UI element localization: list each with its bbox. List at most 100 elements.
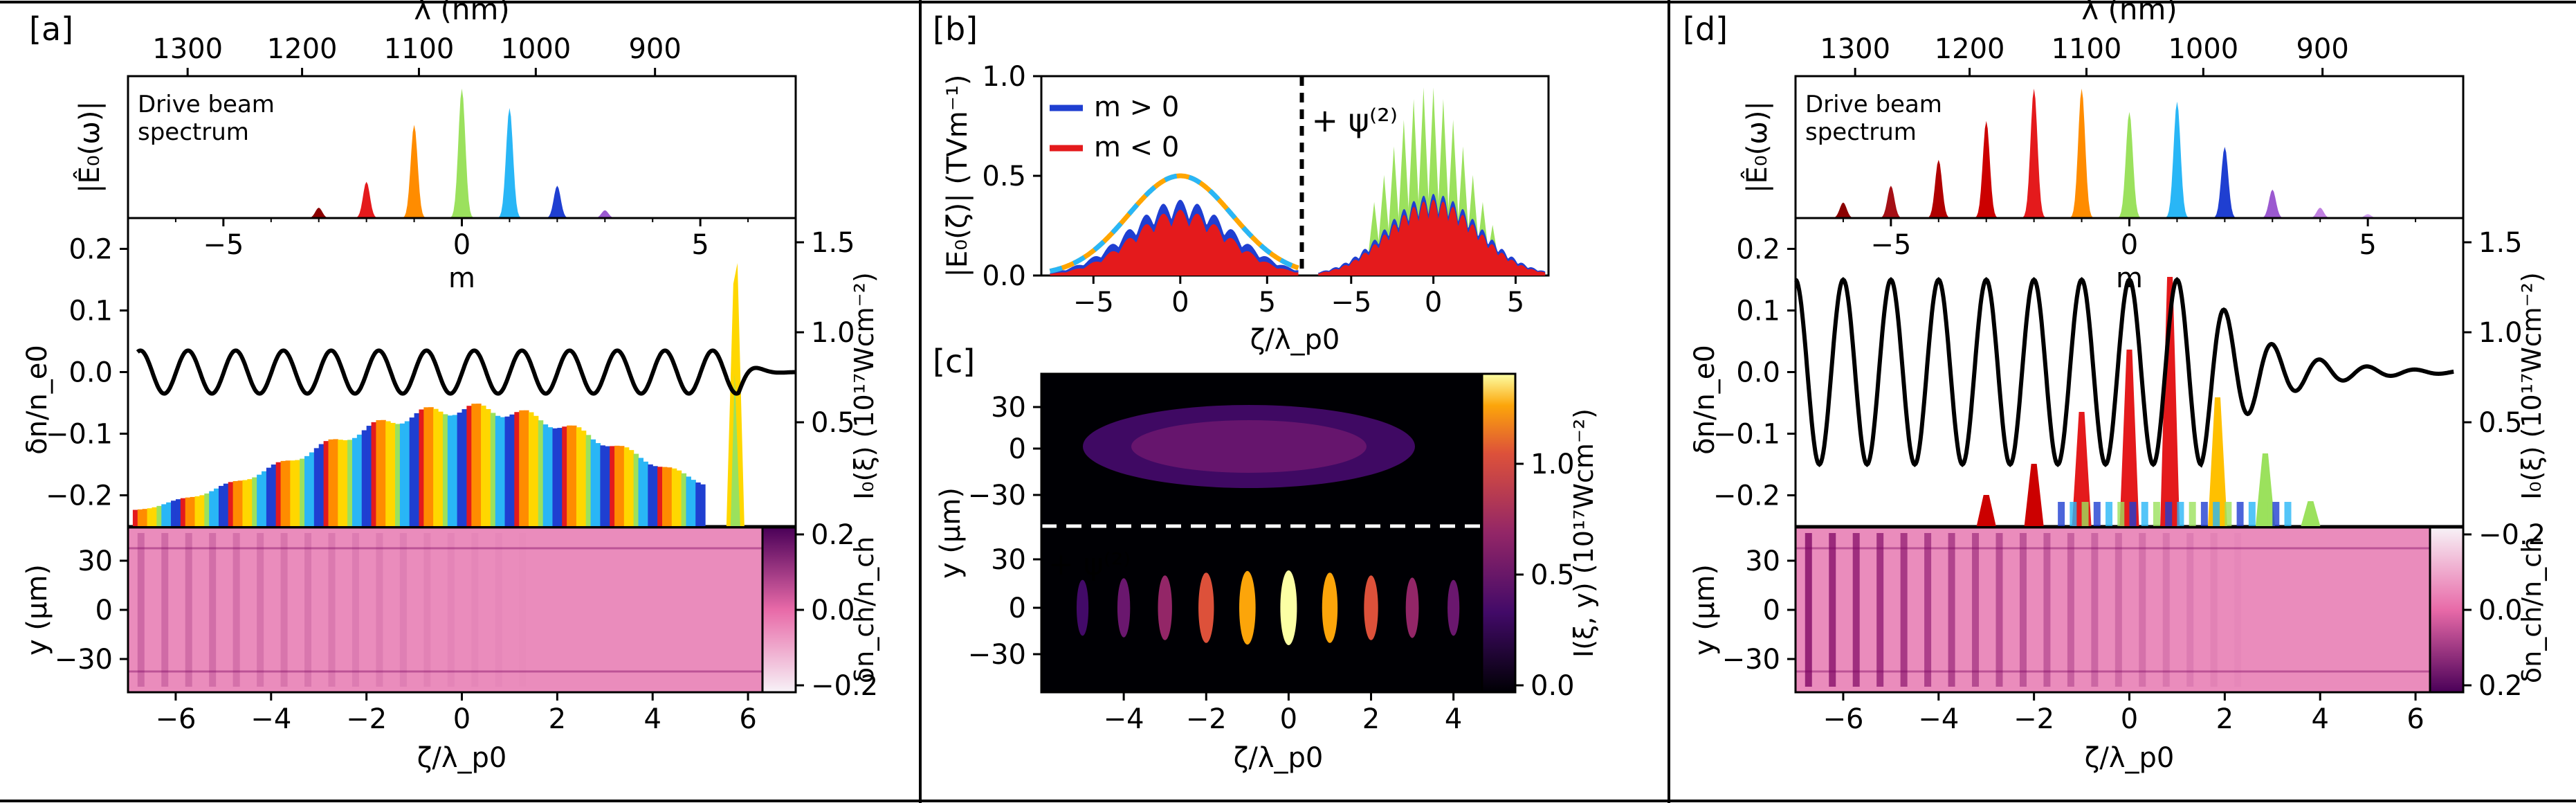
a-lambda-tick-label-4: 900 — [628, 33, 681, 65]
d-low-fringe-17 — [2260, 502, 2268, 526]
d-low-fringe-3 — [2093, 502, 2101, 526]
a-density-fringe-3 — [209, 533, 217, 687]
a-intensity-stripe-68 — [457, 413, 463, 526]
a-intensity-stripe-88 — [552, 428, 558, 526]
a-spectrum-peak-4 — [490, 108, 529, 218]
a-density-fringe-1 — [161, 533, 169, 687]
d-spectrum-ylabel: |Ê₀(ω)| — [1740, 101, 1773, 193]
c-pulse-7 — [1364, 575, 1378, 640]
c-colorbar — [1481, 372, 1517, 694]
a-intensity-stripe-99 — [605, 446, 610, 526]
a-intensity-stripe-74 — [485, 408, 491, 526]
d-wake-rtick-label-2: 1.5 — [2478, 227, 2523, 259]
a-intensity-stripe-26 — [257, 474, 262, 526]
d-spectrum-peak-2 — [1919, 159, 1958, 218]
b-xtick-label-5: 5 — [1507, 287, 1524, 318]
a-intensity-stripe-54 — [390, 422, 396, 526]
a-intensity-stripe-85 — [538, 420, 544, 526]
a-intensity-stripe-64 — [438, 411, 444, 526]
a-intensity-stripe-67 — [452, 415, 458, 526]
a-intensity-stripe-14 — [199, 495, 205, 526]
d-spectrum-peak-0 — [1823, 202, 1863, 218]
d-spectrum-annotation-line2: spectrum — [1805, 118, 1917, 146]
a-intensity-stripe-2 — [142, 509, 148, 526]
a-intensity-stripe-111 — [662, 467, 668, 526]
chart-layer: −5 0 5 m 1300 1200 1100 1000 900 λ (nm) |Ê₀(ω)| Dri… — [21, 0, 2547, 774]
b-left-red-fill — [1050, 210, 1299, 276]
a-intensity-stripe-95 — [585, 435, 592, 526]
a-intensity-stripe-4 — [152, 507, 157, 526]
a-intensity-stripe-46 — [351, 437, 358, 526]
d-wake-rtick-label-1: 1.0 — [2478, 317, 2523, 349]
a-intensity-stripe-5 — [156, 505, 162, 526]
a-intensity-stripe-59 — [414, 413, 420, 526]
a-density-xtick-label-2: −2 — [346, 703, 387, 735]
b-right-red-fill — [1318, 199, 1546, 276]
b-xlabel: ζ/λ_p0 — [1250, 324, 1340, 356]
a-intensity-stripe-84 — [533, 415, 539, 526]
a-intensity-stripe-30 — [275, 462, 282, 526]
a-intensity-stripe-16 — [209, 491, 214, 526]
a-density-fringe-0 — [137, 533, 145, 687]
c-pulse-9 — [1447, 579, 1460, 636]
d-density-bg — [1796, 527, 2463, 692]
a-intensity-stripe-8 — [171, 500, 176, 526]
c-xlabel: ζ/λ_p0 — [1234, 742, 1324, 774]
a-intensity-stripe-19 — [223, 483, 229, 526]
a-intensity-stripe-115 — [681, 473, 687, 526]
a-intensity-stripe-100 — [610, 446, 615, 526]
d-low-fringe-14 — [2225, 502, 2232, 526]
a-wake-rtick-label-1: 1.0 — [811, 317, 855, 349]
c-pulse-3 — [1198, 572, 1214, 643]
a-intensity-stripe-23 — [242, 480, 248, 526]
d-low-fringe-10 — [2177, 502, 2184, 526]
a-intensity-stripe-83 — [529, 412, 534, 526]
c-colorbar-label: I(ξ, y) (10¹⁷Wcm⁻²) — [1569, 408, 1599, 658]
d-density-xtick-label-1: −4 — [1918, 703, 1959, 735]
a-intensity-stripe-6 — [161, 504, 167, 526]
a-density-ytick-label-2: −30 — [55, 644, 113, 676]
a-intensity-stripe-36 — [304, 455, 310, 526]
d-density-fringe-1 — [1829, 533, 1836, 687]
a-colorbar-label: δn_ch/n_ch — [849, 536, 879, 683]
b-xtick-label-1: 0 — [1171, 287, 1189, 318]
b-legend-label-0: m > 0 — [1094, 91, 1179, 123]
c-upper-blob-inner — [1131, 420, 1367, 473]
d-pulse-4 — [2160, 277, 2180, 526]
a-intensity-stripe-116 — [686, 476, 691, 526]
d-low-fringe-16 — [2248, 502, 2256, 526]
a-spectrum-peak-6 — [585, 210, 625, 218]
d-low-fringe-11 — [2189, 502, 2196, 526]
a-intensity-stripe-93 — [576, 427, 582, 526]
d-density-fringe-0 — [1805, 533, 1812, 687]
d-low-fringe-15 — [2236, 502, 2244, 526]
a-density-xtick-label-3: 0 — [453, 703, 471, 735]
d-low-fringe-2 — [2081, 502, 2089, 526]
a-wake-ytick-label-2: 0.0 — [68, 357, 113, 389]
d-density-fringe-9 — [2019, 533, 2027, 687]
a-intensity-stripe-94 — [581, 431, 587, 526]
d-pulse-3 — [2119, 350, 2139, 526]
a-density-ytick-label-1: 0 — [95, 595, 113, 626]
a-intensity-stripe-39 — [318, 444, 325, 526]
a-intensity-stripe-109 — [652, 466, 658, 526]
c-pulse-1 — [1117, 578, 1131, 638]
a-density-fringe-14 — [471, 533, 479, 687]
d-density-fringe-10 — [2043, 533, 2051, 687]
a-intensity-stripe-56 — [399, 423, 405, 526]
a-spectrum-ylabel: |Ê₀(ω)| — [73, 101, 106, 193]
d-density-xtick-label-2: −2 — [2013, 703, 2054, 735]
d-lambda-tick-label-4: 900 — [2296, 33, 2348, 65]
d-low-fringe-13 — [2213, 502, 2220, 526]
a-intensity-stripe-110 — [657, 467, 663, 526]
b-ylabel: |E₀(ζ)| (TVm⁻¹) — [942, 74, 974, 277]
a-intensity-stripe-72 — [476, 404, 482, 526]
c-pulse-0 — [1076, 579, 1089, 636]
a-intensity-stripe-69 — [462, 409, 467, 526]
a-wake-right-label: I₀(ξ) (10¹⁷Wcm⁻²) — [849, 272, 879, 500]
a-intensity-stripe-118 — [695, 482, 701, 526]
a-density-fringe-9 — [351, 533, 359, 687]
d-wake-ytick-label-0: −0.2 — [1713, 480, 1780, 512]
a-spectrum-peak-5 — [538, 186, 577, 218]
a-m-tick-label-1: 0 — [453, 229, 471, 261]
